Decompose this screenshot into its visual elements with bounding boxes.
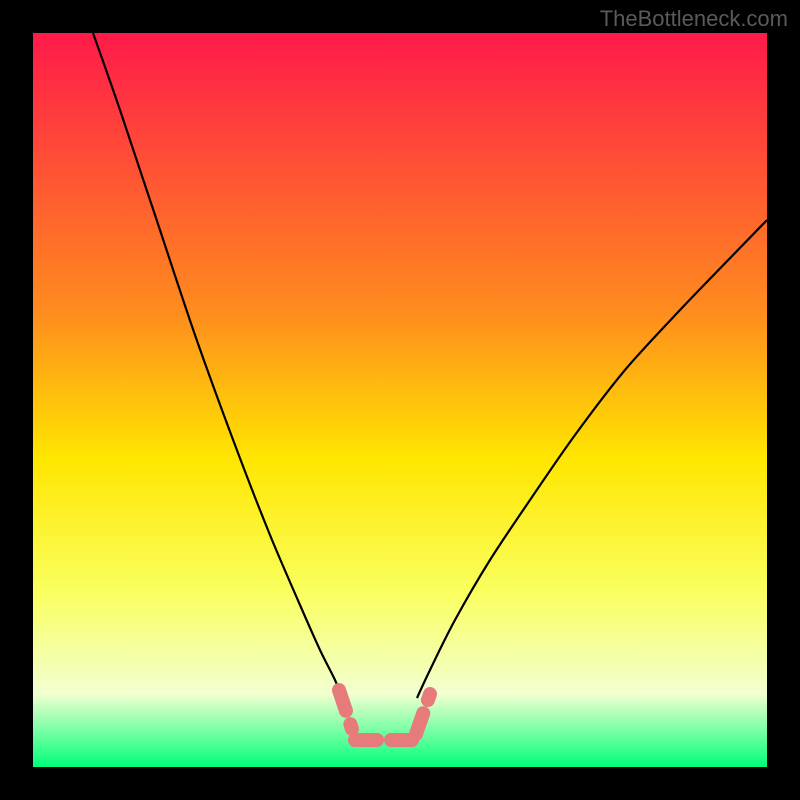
right-curve xyxy=(417,220,767,698)
left-curve xyxy=(93,33,342,698)
chart-svg xyxy=(0,0,800,800)
valley-dash-2 xyxy=(416,694,430,734)
valley-dash-0 xyxy=(339,690,352,729)
watermark-text: TheBottleneck.com xyxy=(600,6,788,32)
